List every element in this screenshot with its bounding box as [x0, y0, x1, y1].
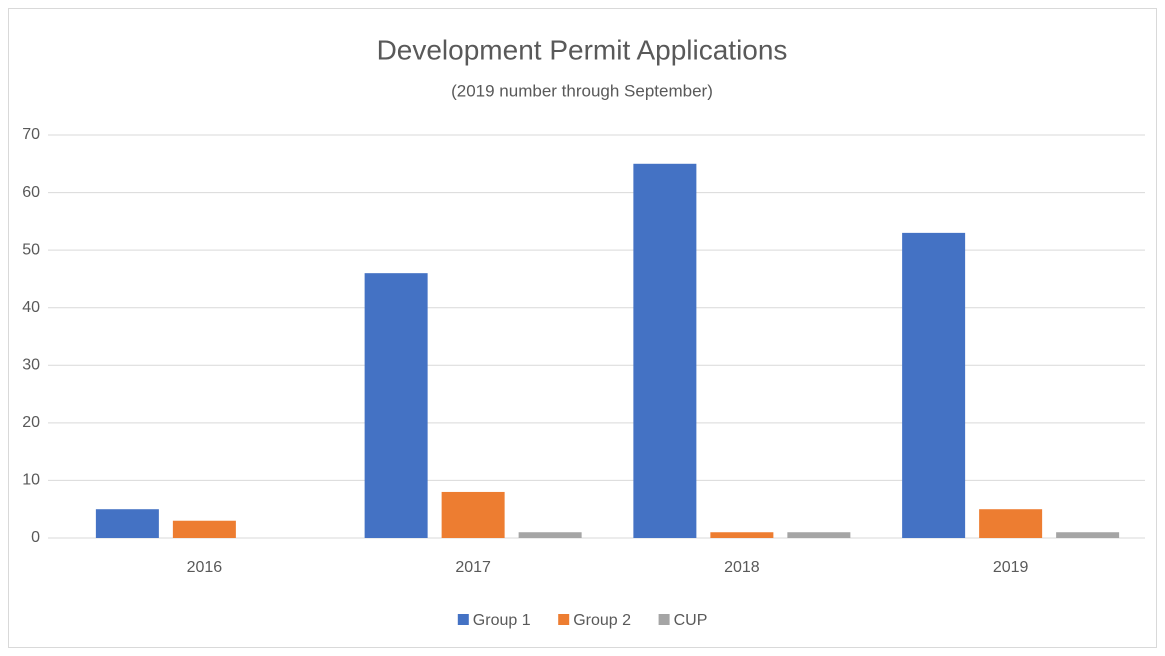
- y-tick-label: 0: [31, 529, 40, 546]
- legend-swatch: [658, 614, 670, 625]
- chart-subtitle: (2019 number through September): [451, 81, 713, 100]
- x-tick-label: 2017: [455, 559, 491, 576]
- bar: [95, 509, 159, 538]
- legend-swatch: [457, 614, 469, 625]
- bar: [902, 232, 966, 538]
- y-tick-label: 60: [22, 184, 40, 201]
- bar: [710, 532, 774, 538]
- x-tick-label: 2018: [724, 559, 760, 576]
- bar: [787, 532, 851, 538]
- y-tick-label: 70: [22, 126, 40, 143]
- bar: [172, 520, 236, 538]
- bar: [1056, 532, 1120, 538]
- legend-label: CUP: [674, 612, 708, 629]
- bar: [518, 532, 582, 538]
- x-tick-label: 2019: [993, 559, 1029, 576]
- bar: [441, 491, 505, 538]
- y-tick-label: 30: [22, 357, 40, 374]
- y-tick-label: 20: [22, 414, 40, 431]
- y-tick-label: 10: [22, 472, 40, 489]
- x-tick-label: 2016: [187, 559, 223, 576]
- y-tick-label: 50: [22, 241, 40, 258]
- bar: [979, 509, 1043, 538]
- legend-swatch: [558, 614, 570, 625]
- y-tick-label: 40: [22, 299, 40, 316]
- legend-label: Group 1: [473, 612, 531, 629]
- bar: [364, 273, 428, 538]
- chart-border: [8, 8, 1157, 648]
- bar: [633, 163, 697, 539]
- legend-label: Group 2: [573, 612, 631, 629]
- chart-title: Development Permit Applications: [377, 34, 788, 65]
